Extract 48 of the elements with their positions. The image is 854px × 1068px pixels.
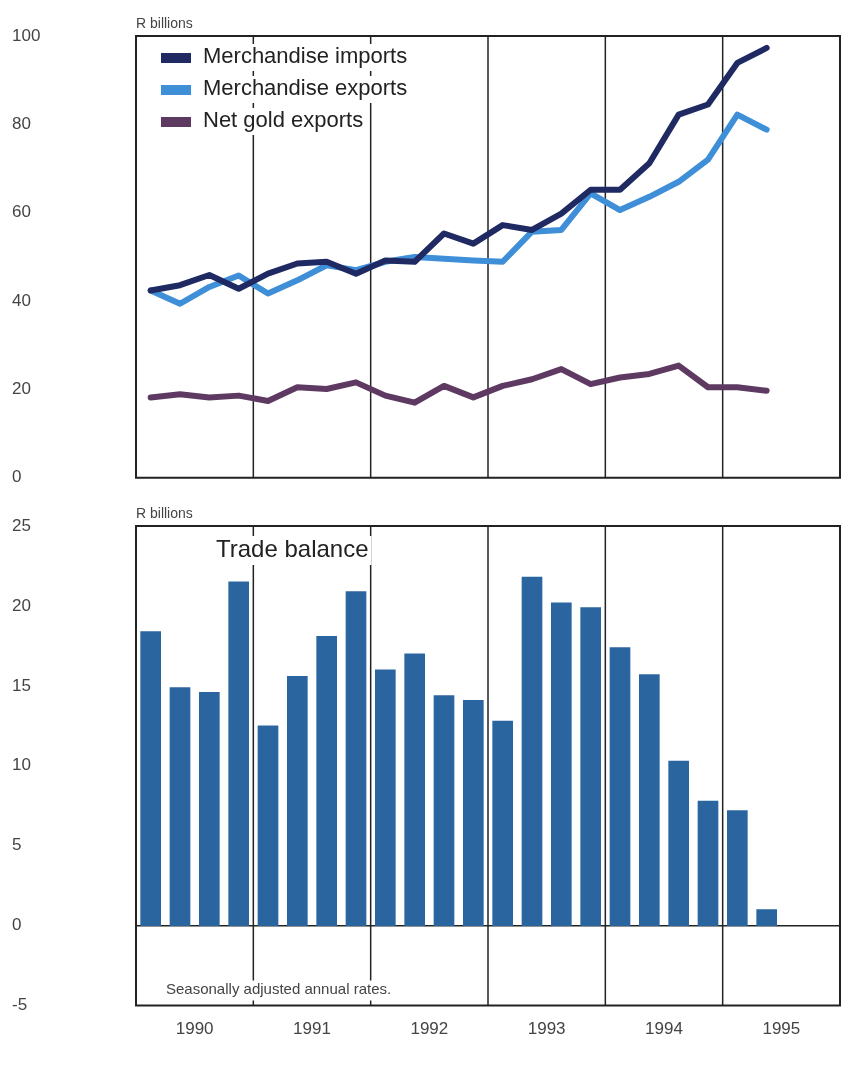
- chart-title: Trade balance: [216, 534, 369, 562]
- bar: [169, 687, 191, 926]
- y-tick-label: 100: [12, 25, 41, 45]
- x-tick-label: 1994: [645, 1019, 683, 1039]
- x-tick-label: 1992: [410, 1019, 449, 1039]
- y-tick-label: 0: [12, 915, 22, 935]
- bar: [609, 647, 631, 926]
- y-tick-label: 10: [12, 755, 31, 775]
- x-tick-label: 1995: [762, 1019, 801, 1039]
- bar: [287, 675, 308, 926]
- y-axis-title: R billions: [136, 504, 193, 521]
- bar: [551, 602, 572, 926]
- bar: [463, 699, 484, 926]
- y-tick-label: 25: [12, 515, 31, 535]
- y-tick-label: 20: [12, 595, 31, 615]
- bar: [492, 720, 513, 926]
- y-tick-label: 40: [12, 290, 31, 310]
- x-tick-label: 1990: [175, 1019, 214, 1039]
- x-tick-label: 1993: [527, 1019, 566, 1039]
- bar: [375, 669, 396, 926]
- bar: [521, 576, 543, 926]
- y-tick-label: -5: [12, 995, 28, 1015]
- bar: [668, 760, 689, 926]
- bar: [580, 607, 601, 926]
- y-tick-label: 5: [12, 835, 22, 855]
- legend-label: Net gold exports: [203, 107, 364, 133]
- y-tick-label: 0: [12, 467, 22, 487]
- bar: [639, 674, 660, 926]
- legend-label: Merchandise exports: [203, 75, 408, 101]
- y-tick-label: 80: [12, 114, 31, 134]
- bar: [404, 653, 425, 926]
- bar: [727, 810, 748, 926]
- bar: [257, 725, 279, 926]
- bar: [697, 800, 719, 926]
- bar: [316, 635, 337, 926]
- bar: [140, 631, 161, 926]
- bar: [433, 695, 455, 926]
- legend-label: Merchandise imports: [203, 43, 408, 69]
- annotation: Seasonally adjusted annual rates.: [166, 980, 392, 998]
- y-tick-label: 20: [12, 379, 31, 399]
- x-tick-label: 1991: [293, 1019, 331, 1039]
- bar: [345, 591, 367, 926]
- y-tick-label: 60: [12, 202, 31, 222]
- y-axis-title: R billions: [136, 14, 193, 31]
- bar: [756, 909, 777, 926]
- bar: [228, 581, 249, 926]
- y-tick-label: 15: [12, 675, 31, 695]
- bar: [199, 691, 220, 926]
